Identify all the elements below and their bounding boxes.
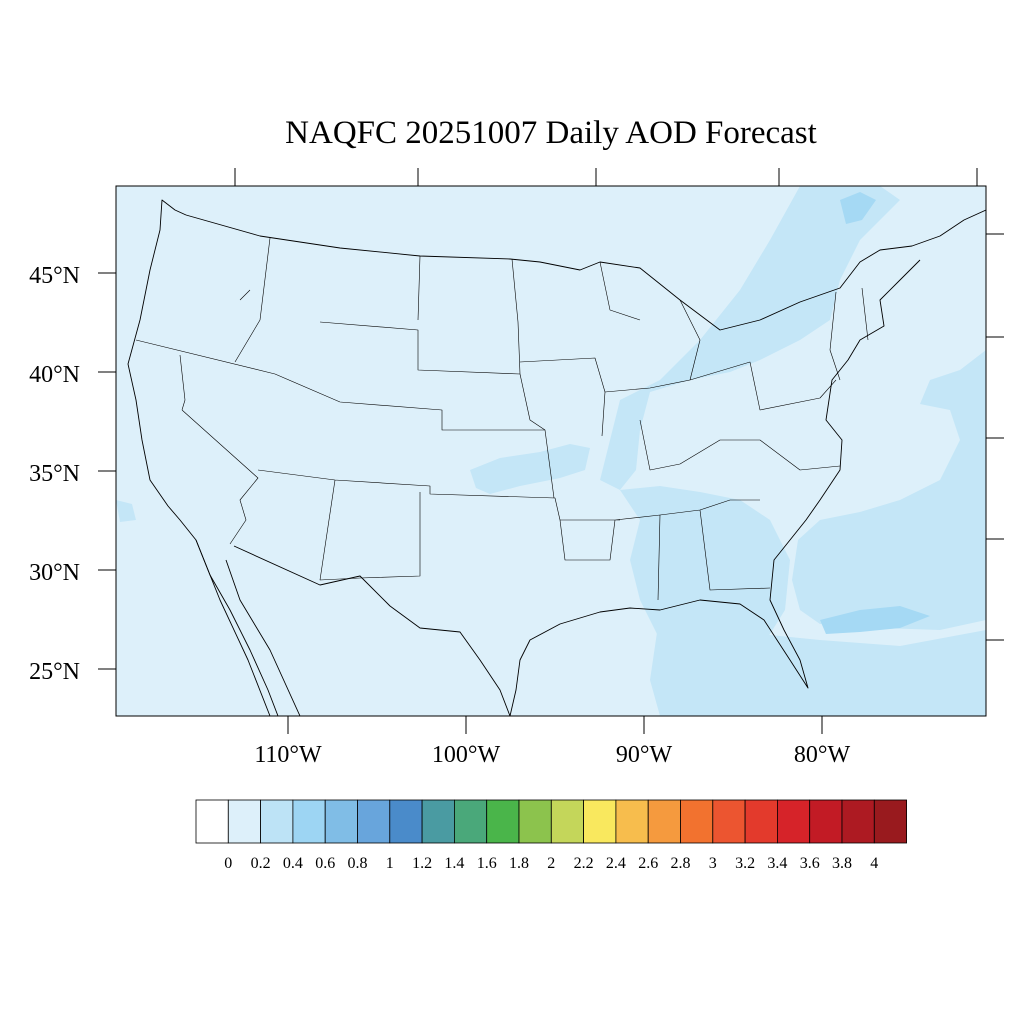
colorbar: 0 0.2 0.4 0.6 0.8 1 1.2 1.4 1.6 1.8 2 2.2 2.4 2.6 2.8 3… <box>195 799 907 872</box>
colorbar-label: 3 <box>709 855 717 872</box>
colorbar-label: 2.6 <box>638 855 658 872</box>
colorbar-swatch <box>550 799 584 844</box>
aod-band-northeast-high <box>840 192 876 224</box>
lat-label: 30°N <box>29 560 80 586</box>
colorbar-swatch <box>518 799 552 844</box>
colorbar-swatch <box>227 799 262 844</box>
latitude-labels: 45°N 40°N 35°N 30°N 25°N <box>29 263 80 685</box>
colorbar-label: 4 <box>870 855 878 872</box>
aod-band-west-coast <box>116 500 136 522</box>
colorbar-label: 0.8 <box>348 855 368 872</box>
longitude-labels: 110°W 100°W 90°W 80°W <box>254 742 850 768</box>
map-boundaries <box>127 199 986 716</box>
colorbar-swatch <box>357 799 391 844</box>
colorbar-swatch <box>647 799 681 844</box>
colorbar-swatch <box>389 799 423 844</box>
colorbar-label: 3.4 <box>767 855 787 872</box>
colorbar-swatch <box>809 799 843 844</box>
colorbar-swatch <box>583 799 617 844</box>
colorbar-swatch <box>712 799 746 844</box>
colorbar-swatch <box>292 799 326 844</box>
colorbar-label: 3.2 <box>735 855 755 872</box>
colorbar-swatch <box>453 799 488 844</box>
colorbar-swatch <box>421 799 455 844</box>
colorbar-swatch <box>873 799 907 844</box>
map-title: NAQFC 20251007 Daily AOD Forecast <box>285 115 817 151</box>
colorbar-label: 0 <box>224 855 232 872</box>
lon-label: 100°W <box>432 742 501 768</box>
colorbar-swatch <box>777 799 811 844</box>
lon-label: 90°W <box>616 742 673 768</box>
colorbar-swatch <box>680 799 714 844</box>
aod-field <box>116 186 986 716</box>
colorbar-label: 1.6 <box>477 855 497 872</box>
colorbar-label: 2 <box>547 855 555 872</box>
colorbar-swatch <box>744 799 778 844</box>
map-frame <box>115 185 987 717</box>
lon-label: 80°W <box>794 742 851 768</box>
colorbar-swatch <box>324 799 358 844</box>
colorbar-label: 0.6 <box>315 855 335 872</box>
colorbar-label: 2.2 <box>574 855 594 872</box>
colorbar-label: 1.4 <box>444 855 464 872</box>
colorbar-swatch <box>260 799 294 844</box>
map-ticks <box>98 168 1004 734</box>
aod-band-florida-high <box>820 606 930 634</box>
colorbar-label: 3.8 <box>832 855 852 872</box>
colorbar-label: 1 <box>386 855 394 872</box>
aod-band-gulf <box>650 612 986 716</box>
colorbar-label: 1.8 <box>509 855 529 872</box>
colorbar-label: 3.6 <box>800 855 820 872</box>
lat-label: 45°N <box>29 263 80 289</box>
colorbar-swatch <box>615 799 649 844</box>
colorbar-label: 1.2 <box>412 855 432 872</box>
colorbar-label: 2.8 <box>671 855 691 872</box>
colorbar-swatch <box>486 799 520 844</box>
canada-border <box>185 209 986 331</box>
state-lines <box>135 237 869 601</box>
aod-band-northeast <box>600 186 900 490</box>
mexico-coast <box>195 539 301 716</box>
aod-band-atlantic <box>792 350 986 630</box>
colorbar-swatch <box>841 799 875 844</box>
lat-label: 40°N <box>29 362 80 388</box>
colorbar-label: 2.4 <box>606 855 626 872</box>
colorbar-label: 0.2 <box>251 855 271 872</box>
lat-label: 35°N <box>29 461 80 487</box>
colorbar-label: 0.4 <box>283 855 303 872</box>
aod-band-plains <box>470 444 590 494</box>
lat-label: 25°N <box>29 659 80 685</box>
colorbar-swatch <box>195 799 229 844</box>
us-coastline-west <box>127 199 279 716</box>
lon-label: 110°W <box>254 742 322 768</box>
map-panel: 45°N 40°N 35°N 30°N 25°N 110°W 100°W 90°… <box>29 168 1004 768</box>
us-coastline-gulf <box>233 259 921 716</box>
